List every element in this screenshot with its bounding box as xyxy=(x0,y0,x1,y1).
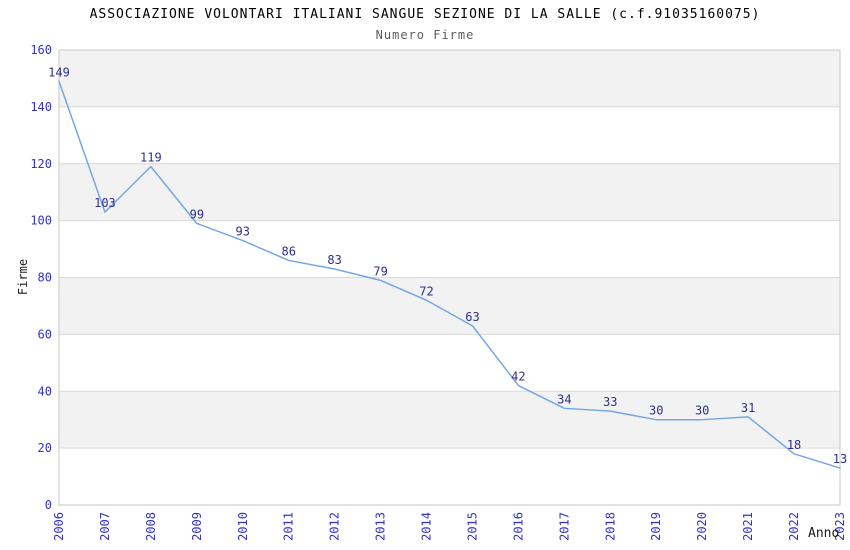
point-label: 86 xyxy=(281,244,295,258)
point-label: 33 xyxy=(603,395,617,409)
point-label: 18 xyxy=(787,438,801,452)
x-tick-label: 2017 xyxy=(557,512,571,541)
y-tick-label: 20 xyxy=(38,441,52,455)
x-tick-label: 2013 xyxy=(374,512,388,541)
chart-subtitle: Numero Firme xyxy=(375,28,475,42)
chart-title: ASSOCIAZIONE VOLONTARI ITALIANI SANGUE S… xyxy=(89,7,761,22)
x-tick-label: 2019 xyxy=(649,512,663,541)
point-label: 149 xyxy=(48,65,70,79)
axis-layer: 0 20 40 60 80 100 120 140 160 2006 2007 2008 2009 201… xyxy=(30,43,847,541)
point-label: 79 xyxy=(373,264,387,278)
x-tick-label: 2022 xyxy=(787,512,801,541)
point-label: 34 xyxy=(557,392,571,406)
x-tick-label: 2023 xyxy=(833,512,847,541)
x-tick-label: 2009 xyxy=(190,512,204,541)
x-tick-label: 2006 xyxy=(52,512,66,541)
x-tick-label: 2021 xyxy=(741,512,755,541)
x-tick-label: 2012 xyxy=(328,512,342,541)
y-axis-title: Firme xyxy=(16,259,30,295)
point-label: 119 xyxy=(140,151,162,165)
x-axis-title: Anno xyxy=(808,526,839,541)
y-tick-label: 120 xyxy=(30,157,52,171)
point-label: 83 xyxy=(327,253,341,267)
y-tick-label: 0 xyxy=(45,498,52,512)
band-layer xyxy=(59,50,840,449)
plot-border xyxy=(58,49,841,506)
point-label: 30 xyxy=(695,404,709,418)
point-label: 63 xyxy=(465,310,479,324)
point-label: 72 xyxy=(419,284,433,298)
y-tick-label: 100 xyxy=(30,214,52,228)
x-tick-label: 2020 xyxy=(695,512,709,541)
y-tick-label: 60 xyxy=(38,327,52,341)
x-tick-label: 2007 xyxy=(98,512,112,541)
point-label: 30 xyxy=(649,404,663,418)
point-label: 42 xyxy=(511,370,525,384)
x-tick-label: 2010 xyxy=(236,512,250,541)
plot-band xyxy=(59,50,840,107)
point-label-layer: 149 103 119 99 93 86 83 79 72 63 42 34 33 30 30 31 18 13 xyxy=(48,65,847,466)
x-tick-label: 2008 xyxy=(144,512,158,541)
gridline-layer xyxy=(58,49,841,506)
plot-band xyxy=(59,391,840,449)
y-tick-label: 80 xyxy=(38,271,52,285)
point-label: 103 xyxy=(94,196,116,210)
x-tick-label: 2016 xyxy=(511,512,525,541)
data-line xyxy=(58,80,841,469)
y-tick-label: 40 xyxy=(38,384,52,398)
x-tick-label: 2018 xyxy=(603,512,617,541)
series-layer xyxy=(58,80,841,469)
x-tick-label: 2011 xyxy=(282,512,296,541)
point-label: 13 xyxy=(833,452,847,466)
point-label: 99 xyxy=(190,207,204,221)
plot-band xyxy=(59,277,840,335)
y-tick-label: 140 xyxy=(30,100,52,114)
x-tick-label: 2015 xyxy=(465,512,479,541)
point-label: 93 xyxy=(236,225,250,239)
plot-band xyxy=(59,163,840,221)
y-tick-label: 160 xyxy=(30,43,52,57)
point-label: 31 xyxy=(741,401,755,415)
x-tick-label: 2014 xyxy=(420,512,434,541)
